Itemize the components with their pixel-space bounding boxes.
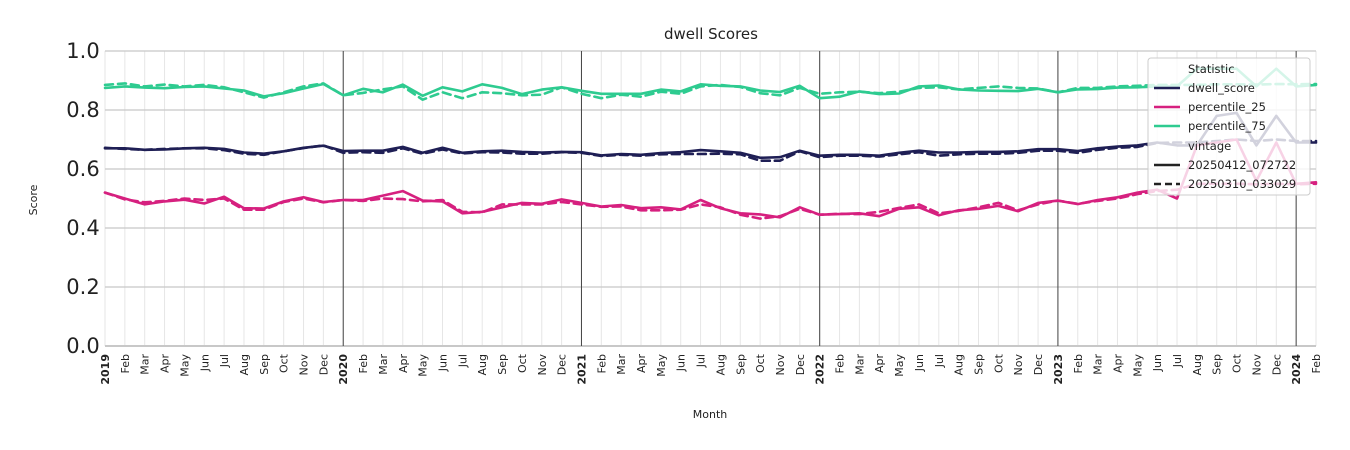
x-tick-label: Jul: [933, 354, 946, 368]
x-tick-label: Dec: [1270, 354, 1283, 375]
x-tick-label: May: [893, 354, 906, 377]
chart-title: dwell Scores: [664, 25, 758, 43]
legend-vintage-item-1: 20250412_072722: [1188, 158, 1296, 172]
x-tick-label: Feb: [119, 354, 132, 373]
x-tick-label: Mar: [377, 354, 390, 375]
legend-title: Statistic: [1188, 62, 1235, 76]
x-tick-label: Sep: [973, 354, 986, 375]
y-tick-label: 0.0: [66, 334, 99, 358]
x-tick-label: Apr: [1111, 354, 1124, 374]
minor-grid: [104, 51, 1317, 346]
y-axis-label: Score: [27, 184, 40, 215]
x-tick-label: 2022: [814, 354, 827, 385]
x-tick-label: Jun: [436, 354, 449, 372]
x-tick-label: 2023: [1052, 354, 1065, 385]
x-tick-label: Jul: [695, 354, 708, 368]
y-tick-label: 0.2: [66, 275, 99, 299]
x-tick-label: Jun: [675, 354, 688, 372]
x-tick-label: Jun: [913, 354, 926, 372]
x-tick-label: 2024: [1290, 354, 1303, 385]
x-tick-label: Jul: [218, 354, 231, 368]
x-tick-label: Apr: [397, 354, 410, 374]
x-tick-label: Nov: [1250, 354, 1263, 376]
series-layer: [103, 67, 1318, 220]
x-tick-label: 2020: [337, 354, 350, 385]
x-tick-label: Apr: [159, 354, 172, 374]
x-tick-label: May: [1131, 354, 1144, 377]
x-tick-label: May: [178, 354, 191, 377]
x-tick-label: Sep: [734, 354, 747, 375]
y-tick-label: 0.6: [66, 157, 99, 181]
legend-vintage-title: vintage: [1188, 139, 1231, 153]
legend-item-dwell-score: dwell_score: [1188, 81, 1255, 95]
x-tick-label: Dec: [317, 354, 330, 375]
x-tick-label: Oct: [278, 353, 291, 373]
series-line-percentile-75-dashed: [103, 82, 1318, 101]
x-tick-label: Aug: [238, 354, 251, 375]
x-tick-label: Apr: [873, 354, 886, 374]
x-tick-label: Oct: [1231, 353, 1244, 373]
x-tick-label: Nov: [1012, 354, 1025, 376]
legend-box: [1147, 57, 1311, 196]
x-tick-label: Oct: [754, 353, 767, 373]
legend-vintage-item-2: 20250310_033029: [1188, 177, 1296, 191]
x-tick-label: Feb: [834, 354, 847, 373]
x-tick-label: Dec: [794, 354, 807, 375]
legend-item-percentile-25: percentile_25: [1188, 100, 1266, 114]
x-tick-label: Mar: [1092, 354, 1105, 375]
major-grid: [105, 50, 1316, 347]
x-tick-label: Dec: [556, 354, 569, 375]
x-tick-label: Dec: [1032, 354, 1045, 375]
legend: Statistic dwell_score percentile_25 perc…: [1147, 57, 1311, 196]
y-tick-label: 0.4: [66, 216, 99, 240]
legend-item-percentile-75: percentile_75: [1188, 119, 1266, 133]
x-tick-label: Feb: [1310, 354, 1323, 373]
x-tick-label: Jun: [198, 354, 211, 372]
x-tick-label: Oct: [992, 353, 1005, 373]
x-tick-label: Sep: [1211, 354, 1224, 375]
x-axis-ticks: 2019 Feb Mar Apr May Jun Jul Aug Sep Oct Nov Dec 202…: [99, 353, 1323, 384]
x-tick-label: Feb: [357, 354, 370, 373]
x-tick-label: Aug: [476, 354, 489, 375]
x-tick-label: 2021: [575, 354, 588, 385]
x-axis-label: Month: [693, 408, 728, 421]
series-line-percentile-75-solid: [103, 67, 1318, 100]
series-line-percentile-25-dashed: [103, 182, 1318, 220]
x-tick-label: Jul: [1171, 354, 1184, 368]
y-axis-ticks: 0.0 0.2 0.4 0.6 0.8 1.0: [66, 39, 99, 358]
x-tick-label: May: [655, 354, 668, 377]
x-tick-label: Jun: [1151, 354, 1164, 372]
x-tick-label: May: [417, 354, 430, 377]
x-tick-label: Nov: [774, 354, 787, 376]
x-tick-label: Apr: [635, 354, 648, 374]
series-line-dwell-score-dashed: [103, 138, 1318, 162]
x-tick-label: Mar: [853, 354, 866, 375]
x-tick-label: Aug: [953, 354, 966, 375]
x-tick-label: Aug: [714, 354, 727, 375]
x-tick-label: Feb: [1072, 354, 1085, 373]
x-tick-label: Nov: [298, 354, 311, 376]
x-tick-label: Mar: [139, 354, 152, 375]
x-tick-label: Oct: [516, 353, 529, 373]
x-tick-label: Nov: [536, 354, 549, 376]
x-tick-label: Mar: [615, 354, 628, 375]
y-tick-label: 0.8: [66, 98, 99, 122]
x-tick-label: Sep: [258, 354, 271, 375]
x-tick-label: Sep: [496, 354, 509, 375]
x-tick-label: Feb: [595, 354, 608, 373]
y-tick-label: 1.0: [66, 39, 99, 63]
x-tick-label: 2019: [99, 354, 112, 385]
x-tick-label: Aug: [1191, 354, 1204, 375]
x-tick-label: Jul: [456, 354, 469, 368]
